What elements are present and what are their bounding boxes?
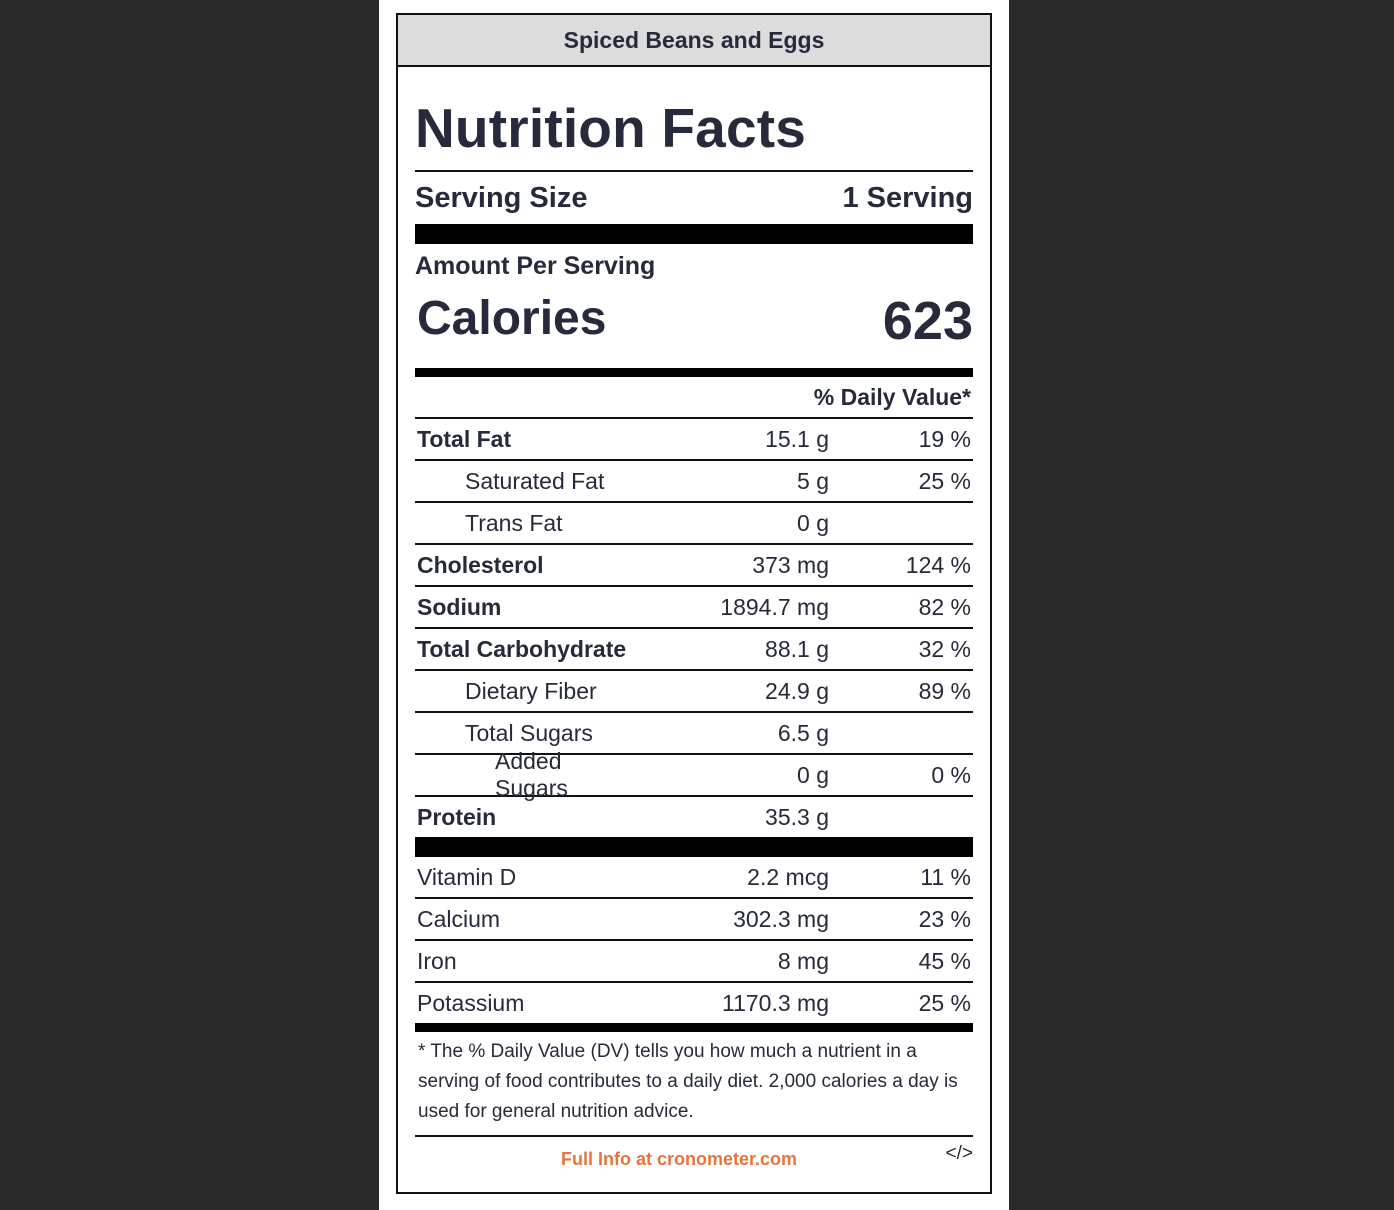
vitamin-daily-value: 11 % [920,863,971,890]
vitamin-name: Iron [417,947,457,974]
nutrient-name: Total Sugars [465,719,593,746]
nutrient-name: Saturated Fat [465,467,605,494]
vitamin-name: Vitamin D [417,863,517,890]
serving-size-label: Serving Size [415,181,588,214]
recipe-title: Spiced Beans and Eggs [398,15,990,67]
nutrient-daily-value: 124 % [905,551,971,578]
page: Spiced Beans and Eggs Nutrition Facts Se… [379,0,1009,1210]
divider-thick [415,224,973,244]
nutrient-name: Added Sugars [495,748,568,801]
daily-value-header: % Daily Value* [415,377,973,419]
nutrient-amount: 6.5 g [777,719,829,746]
nutrient-daily-value: 0 % [931,761,971,788]
nutrient-row: Sodium 1894.7 mg 82 % [415,587,973,629]
vitamin-amount: 1170.3 mg [722,989,829,1016]
nutrient-row: Total Fat 15.1 g 19 % [415,419,973,461]
serving-size-value: 1 Serving [842,181,973,214]
vitamin-daily-value: 25 % [918,989,971,1016]
label-footer: Full Info at cronometer.com </> [415,1137,973,1181]
nutrient-name: Trans Fat [465,509,563,536]
nutrient-daily-value: 82 % [918,593,971,620]
nutrient-name: Total Fat [417,425,512,452]
nutrient-row: Added Sugars 0 g 0 % [415,748,973,801]
nutrient-row: Trans Fat 0 g [415,503,973,545]
divider-medium [415,368,973,377]
calories-value: 623 [882,291,973,351]
nutrient-amount: 88.1 g [765,635,829,662]
serving-size-row: Serving Size 1 Serving [415,172,973,224]
nutrient-name: Sodium [417,593,502,620]
label-content: Nutrition Facts Serving Size 1 Serving A… [415,67,973,1181]
vitamin-amount: 8 mg [777,947,829,974]
vitamin-amount: 2.2 mcg [747,863,829,890]
nutrient-amount: 373 mg [752,551,829,578]
amount-per-serving: Amount Per Serving [415,252,656,280]
nutrient-amount: 24.9 g [765,677,829,704]
nutrient-daily-value: 32 % [918,635,971,662]
nutrient-amount: 35.3 g [765,803,829,830]
nutrition-label: Spiced Beans and Eggs Nutrition Facts Se… [396,13,992,1194]
nutrient-name: Dietary Fiber [465,677,597,704]
calories-row: Calories 623 [415,284,973,368]
nutrient-daily-value: 89 % [918,677,971,704]
vitamin-row: Iron 8 mg 45 % [415,941,973,983]
nutrient-amount: 0 g [797,761,829,788]
nutrient-daily-value: 19 % [918,425,971,452]
nutrient-name: Cholesterol [417,551,544,578]
nutrient-row: Dietary Fiber 24.9 g 89 % [415,671,973,713]
daily-value-footnote: * The % Daily Value (DV) tells you how m… [415,1032,973,1137]
nutrition-facts-heading: Nutrition Facts [415,67,973,172]
cronometer-link[interactable]: Full Info at cronometer.com [560,1148,798,1169]
nutrient-row: Total Sugars 6.5 g [415,713,973,755]
nutrient-row: Cholesterol 373 mg 124 % [415,545,973,587]
nutrient-amount: 0 g [797,509,829,536]
vitamin-daily-value: 23 % [918,905,971,932]
nutrient-daily-value: 25 % [918,467,971,494]
divider-thick [415,837,973,857]
vitamin-amount: 302.3 mg [733,905,829,932]
nutrient-amount: 15.1 g [765,425,829,452]
divider-medium [415,1023,973,1032]
nutrient-amount: 1894.7 mg [720,593,829,620]
vitamin-row: Potassium 1170.3 mg 25 % [415,983,973,1023]
vitamin-row: Vitamin D 2.2 mcg 11 % [415,857,973,899]
calories-label: Calories [417,292,607,345]
nutrient-row: Total Carbohydrate 88.1 g 32 % [415,629,973,671]
nutrient-row: Protein 35.3 g [415,797,973,837]
vitamin-name: Potassium [417,989,525,1016]
nutrient-row: Saturated Fat 5 g 25 % [415,461,973,503]
nutrient-name: Protein [417,803,497,830]
embed-code-icon[interactable]: </> [945,1143,973,1164]
vitamin-daily-value: 45 % [918,947,971,974]
nutrient-amount: 5 g [797,467,829,494]
vitamin-name: Calcium [417,905,501,932]
vitamin-row: Calcium 302.3 mg 23 % [415,899,973,941]
nutrient-name: Total Carbohydrate [417,635,627,662]
